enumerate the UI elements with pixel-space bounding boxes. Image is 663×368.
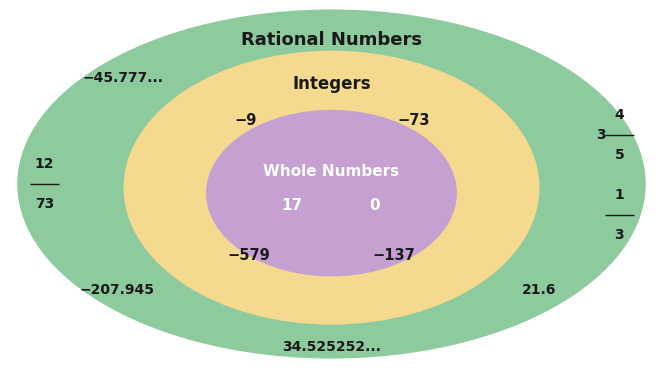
Text: Integers: Integers	[292, 75, 371, 93]
Text: −9: −9	[235, 113, 257, 128]
Text: 0: 0	[369, 198, 380, 213]
Text: 3: 3	[615, 228, 624, 242]
Text: 1: 1	[615, 188, 625, 202]
Text: 73: 73	[34, 197, 54, 211]
Text: −73: −73	[398, 113, 430, 128]
Text: Rational Numbers: Rational Numbers	[241, 31, 422, 49]
Ellipse shape	[206, 110, 457, 276]
Text: 4: 4	[615, 107, 625, 121]
Text: −137: −137	[373, 248, 416, 263]
Text: 17: 17	[281, 198, 302, 213]
Text: 3: 3	[596, 128, 606, 142]
Text: 12: 12	[34, 157, 54, 171]
Text: −579: −579	[227, 248, 271, 263]
Text: −207.945: −207.945	[80, 283, 154, 297]
Ellipse shape	[123, 51, 540, 325]
Text: 34.525252...: 34.525252...	[282, 340, 381, 354]
Text: 5: 5	[615, 148, 625, 162]
Ellipse shape	[17, 10, 646, 358]
Text: Whole Numbers: Whole Numbers	[263, 164, 400, 179]
Text: −45.777...: −45.777...	[83, 71, 164, 85]
Text: 21.6: 21.6	[522, 283, 557, 297]
